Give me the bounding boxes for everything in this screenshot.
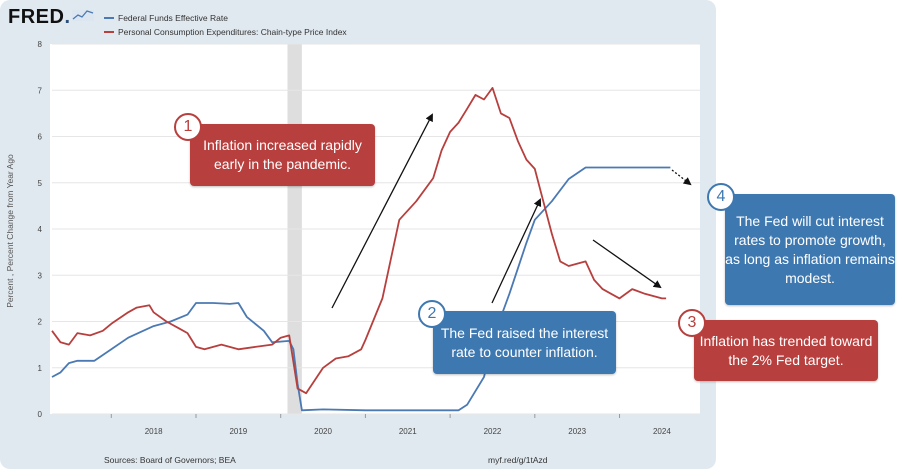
series-line-pce bbox=[51, 87, 667, 395]
chart-svg: 0 1 2 3 4 5 6 7 8 2018 2019 2020 2021 2022 2023 2024 bbox=[38, 40, 700, 436]
callout-3-text: Inflation has trended toward the 2% Fed … bbox=[699, 332, 873, 368]
y-tick-label: 7 bbox=[38, 86, 43, 95]
legend-label-pce: Personal Consumption Expenditures: Chain… bbox=[118, 27, 347, 37]
y-tick-label: 5 bbox=[38, 179, 43, 188]
callout-2-number: 2 bbox=[427, 305, 437, 322]
annotation-arrow-1 bbox=[331, 113, 433, 309]
callout-2: The Fed raised the interest rate to coun… bbox=[433, 311, 616, 374]
logo-dot: . bbox=[64, 6, 71, 28]
callout-3-badge: 3 bbox=[678, 309, 706, 337]
y-tick-label: 1 bbox=[38, 364, 43, 373]
x-tick-label: 2019 bbox=[229, 427, 247, 436]
callout-1-number: 1 bbox=[183, 118, 193, 135]
source-right[interactable]: myf.red/g/1tAzd bbox=[488, 455, 548, 465]
callout-3-number: 3 bbox=[687, 314, 697, 331]
annotation-arrow-2 bbox=[491, 198, 542, 304]
callout-1-badge: 1 bbox=[174, 113, 202, 141]
callout-4-text: The Fed will cut interest rates to promo… bbox=[725, 212, 895, 286]
y-tick-label: 2 bbox=[38, 318, 43, 327]
y-tick-label: 0 bbox=[38, 410, 43, 419]
legend-item-pce: Personal Consumption Expenditures: Chain… bbox=[104, 25, 347, 39]
logo-spark-icon bbox=[72, 10, 94, 21]
logo-text: FRED bbox=[8, 6, 65, 28]
y-tick-label: 6 bbox=[38, 133, 43, 142]
y-tick-label: 3 bbox=[38, 271, 43, 280]
series-line-fed-funds bbox=[51, 166, 671, 412]
legend-label-fed-funds: Federal Funds Effective Rate bbox=[118, 13, 228, 23]
callout-3: Inflation has trended toward the 2% Fed … bbox=[694, 320, 878, 381]
source-left: Sources: Board of Governors; BEA bbox=[104, 455, 236, 465]
x-tick-label: 2022 bbox=[484, 427, 502, 436]
legend: Federal Funds Effective Rate Personal Co… bbox=[104, 11, 347, 39]
callout-2-text: The Fed raised the interest rate to coun… bbox=[440, 324, 609, 360]
legend-item-fed-funds: Federal Funds Effective Rate bbox=[104, 11, 347, 25]
x-tick-label: 2021 bbox=[399, 427, 417, 436]
y-tick-label: 8 bbox=[38, 40, 43, 49]
legend-swatch-red bbox=[104, 31, 114, 33]
callout-4-badge: 4 bbox=[707, 183, 735, 211]
fred-logo: FRED. bbox=[8, 6, 71, 29]
callout-2-badge: 2 bbox=[418, 300, 446, 328]
x-tick-label: 2020 bbox=[314, 427, 332, 436]
legend-swatch-blue bbox=[104, 17, 114, 19]
callout-1-text: Inflation increased rapidly early in the… bbox=[203, 137, 362, 172]
callout-4: The Fed will cut interest rates to promo… bbox=[725, 194, 895, 305]
x-tick-label: 2024 bbox=[653, 427, 671, 436]
x-tick-label: 2018 bbox=[145, 427, 163, 436]
annotation-arrow-3 bbox=[592, 239, 662, 289]
x-tick-label: 2023 bbox=[568, 427, 586, 436]
callout-1: Inflation increased rapidly early in the… bbox=[190, 124, 375, 186]
callout-4-number: 4 bbox=[716, 188, 726, 205]
y-tick-label: 4 bbox=[38, 225, 43, 234]
